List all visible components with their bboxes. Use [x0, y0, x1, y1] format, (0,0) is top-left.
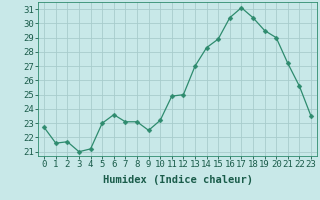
X-axis label: Humidex (Indice chaleur): Humidex (Indice chaleur): [103, 175, 252, 185]
